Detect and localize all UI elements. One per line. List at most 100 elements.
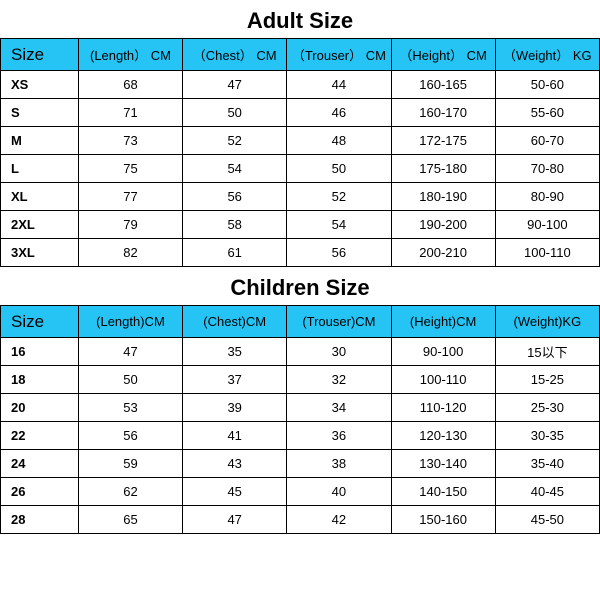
table-row: XL775652180-19080-90: [1, 183, 600, 211]
data-cell: 47: [183, 506, 287, 534]
data-cell: 160-165: [391, 71, 495, 99]
data-cell: 50-60: [495, 71, 599, 99]
col-header: (Length)CM: [78, 306, 182, 338]
col-header: Size: [1, 39, 79, 71]
adult-header-row: Size(Length） CM（Chest） CM（Trouser） CM（He…: [1, 39, 600, 71]
data-cell: 43: [183, 450, 287, 478]
col-header: (Length） CM: [78, 39, 182, 71]
data-cell: 54: [287, 211, 391, 239]
data-cell: 120-130: [391, 422, 495, 450]
data-cell: 175-180: [391, 155, 495, 183]
size-cell: 28: [1, 506, 79, 534]
data-cell: 30-35: [495, 422, 599, 450]
table-row: M735248172-17560-70: [1, 127, 600, 155]
data-cell: 15以下: [495, 338, 599, 366]
table-row: 22564136120-13030-35: [1, 422, 600, 450]
data-cell: 130-140: [391, 450, 495, 478]
data-cell: 90-100: [495, 211, 599, 239]
data-cell: 47: [78, 338, 182, 366]
data-cell: 56: [78, 422, 182, 450]
data-cell: 53: [78, 394, 182, 422]
data-cell: 45-50: [495, 506, 599, 534]
size-cell: S: [1, 99, 79, 127]
children-header-row: Size(Length)CM(Chest)CM(Trouser)CM(Heigh…: [1, 306, 600, 338]
data-cell: 55-60: [495, 99, 599, 127]
size-cell: 26: [1, 478, 79, 506]
data-cell: 35: [183, 338, 287, 366]
data-cell: 47: [183, 71, 287, 99]
table-row: S715046160-17055-60: [1, 99, 600, 127]
data-cell: 70-80: [495, 155, 599, 183]
children-size-table: Size(Length)CM(Chest)CM(Trouser)CM(Heigh…: [0, 305, 600, 534]
data-cell: 68: [78, 71, 182, 99]
table-row: 18503732100-11015-25: [1, 366, 600, 394]
data-cell: 61: [183, 239, 287, 267]
data-cell: 44: [287, 71, 391, 99]
data-cell: 80-90: [495, 183, 599, 211]
data-cell: 73: [78, 127, 182, 155]
data-cell: 65: [78, 506, 182, 534]
data-cell: 50: [183, 99, 287, 127]
data-cell: 79: [78, 211, 182, 239]
data-cell: 200-210: [391, 239, 495, 267]
table-row: 3XL826156200-210100-110: [1, 239, 600, 267]
data-cell: 52: [287, 183, 391, 211]
data-cell: 60-70: [495, 127, 599, 155]
data-cell: 56: [287, 239, 391, 267]
size-cell: 22: [1, 422, 79, 450]
col-header: （Trouser） CM: [287, 39, 391, 71]
data-cell: 35-40: [495, 450, 599, 478]
data-cell: 48: [287, 127, 391, 155]
data-cell: 46: [287, 99, 391, 127]
data-cell: 37: [183, 366, 287, 394]
table-row: 26624540140-15040-45: [1, 478, 600, 506]
data-cell: 50: [287, 155, 391, 183]
adult-size-table: Size(Length） CM（Chest） CM（Trouser） CM（He…: [0, 38, 600, 267]
data-cell: 77: [78, 183, 182, 211]
size-cell: 20: [1, 394, 79, 422]
col-header: (Height)CM: [391, 306, 495, 338]
data-cell: 45: [183, 478, 287, 506]
table-row: XS684744160-16550-60: [1, 71, 600, 99]
data-cell: 71: [78, 99, 182, 127]
size-cell: 16: [1, 338, 79, 366]
data-cell: 32: [287, 366, 391, 394]
size-cell: L: [1, 155, 79, 183]
table-row: 1647353090-10015以下: [1, 338, 600, 366]
size-cell: XS: [1, 71, 79, 99]
data-cell: 40-45: [495, 478, 599, 506]
data-cell: 58: [183, 211, 287, 239]
col-header: (Trouser)CM: [287, 306, 391, 338]
data-cell: 25-30: [495, 394, 599, 422]
data-cell: 90-100: [391, 338, 495, 366]
data-cell: 100-110: [495, 239, 599, 267]
col-header: （Height） CM: [391, 39, 495, 71]
col-header: (Chest)CM: [183, 306, 287, 338]
table-row: 20533934110-12025-30: [1, 394, 600, 422]
data-cell: 52: [183, 127, 287, 155]
size-cell: 3XL: [1, 239, 79, 267]
data-cell: 172-175: [391, 127, 495, 155]
table-row: 2XL795854190-20090-100: [1, 211, 600, 239]
col-header: Size: [1, 306, 79, 338]
data-cell: 50: [78, 366, 182, 394]
data-cell: 38: [287, 450, 391, 478]
data-cell: 42: [287, 506, 391, 534]
data-cell: 190-200: [391, 211, 495, 239]
size-cell: 24: [1, 450, 79, 478]
data-cell: 54: [183, 155, 287, 183]
data-cell: 150-160: [391, 506, 495, 534]
size-cell: 2XL: [1, 211, 79, 239]
col-header: （Chest） CM: [183, 39, 287, 71]
data-cell: 56: [183, 183, 287, 211]
col-header: （Weight） KG: [495, 39, 599, 71]
col-header: (Weight)KG: [495, 306, 599, 338]
data-cell: 15-25: [495, 366, 599, 394]
size-cell: XL: [1, 183, 79, 211]
adult-size-title: Adult Size: [0, 0, 600, 38]
data-cell: 30: [287, 338, 391, 366]
data-cell: 82: [78, 239, 182, 267]
data-cell: 180-190: [391, 183, 495, 211]
data-cell: 100-110: [391, 366, 495, 394]
table-row: 28654742150-16045-50: [1, 506, 600, 534]
